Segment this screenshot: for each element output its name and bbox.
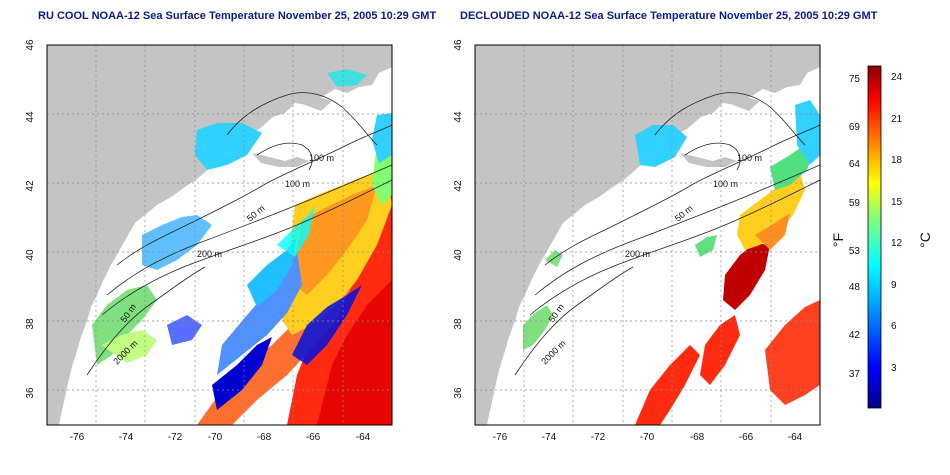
right-lon-tick: -74 bbox=[542, 432, 557, 443]
fahrenheit-tick: 53 bbox=[849, 246, 861, 257]
right-lat-ticks: 46 44 42 40 38 36 bbox=[453, 39, 464, 399]
fahrenheit-tick: 64 bbox=[849, 159, 861, 170]
right-lon-tick: -76 bbox=[493, 432, 508, 443]
left-lat-tick: 40 bbox=[25, 249, 36, 261]
colorbar: 75 69 64 59 53 48 42 37 24 21 18 15 12 9… bbox=[830, 65, 933, 409]
celsius-tick: 24 bbox=[891, 72, 903, 83]
celsius-tick: 12 bbox=[891, 238, 903, 249]
contour-label-100b: 100 m bbox=[285, 179, 310, 189]
right-lat-tick: 44 bbox=[453, 111, 464, 123]
fahrenheit-tick: 59 bbox=[849, 198, 861, 209]
right-lat-tick: 40 bbox=[453, 249, 464, 261]
left-lat-tick: 38 bbox=[25, 318, 36, 330]
celsius-tick: 21 bbox=[891, 114, 903, 125]
contour-label-100b: 100 m bbox=[713, 179, 738, 189]
colorbar-fahrenheit-ticks: 75 69 64 59 53 48 42 37 bbox=[849, 74, 861, 380]
left-lat-tick: 42 bbox=[25, 180, 36, 192]
left-map: 100 m 100 m 50 m 200 m 50 m 2000 m -76 -… bbox=[25, 39, 393, 443]
right-lon-ticks: -76 -74 -72 -70 -68 -66 -64 bbox=[493, 432, 803, 443]
left-lat-tick: 36 bbox=[25, 387, 36, 399]
colorbar-fahrenheit-label: °F bbox=[830, 233, 846, 247]
left-lon-tick: -74 bbox=[119, 432, 134, 443]
celsius-tick: 6 bbox=[891, 321, 897, 332]
left-lon-tick: -68 bbox=[257, 432, 272, 443]
contour-label-200: 200 m bbox=[625, 249, 650, 259]
left-lat-tick: 44 bbox=[25, 111, 36, 123]
fahrenheit-tick: 69 bbox=[849, 122, 861, 133]
left-lon-tick: -72 bbox=[168, 432, 183, 443]
contour-label-200: 200 m bbox=[197, 249, 222, 259]
left-lon-tick: -66 bbox=[306, 432, 321, 443]
fahrenheit-tick: 37 bbox=[849, 369, 861, 380]
right-grid bbox=[475, 44, 820, 425]
colorbar-gradient bbox=[867, 65, 882, 409]
right-lat-tick: 36 bbox=[453, 387, 464, 399]
left-bathymetry-contours bbox=[86, 92, 393, 376]
right-lat-tick: 46 bbox=[453, 39, 464, 51]
right-bathymetry-contours bbox=[514, 92, 821, 376]
celsius-tick: 15 bbox=[891, 197, 903, 208]
colorbar-celsius-label: °C bbox=[917, 232, 933, 248]
left-lon-ticks: -76 -74 -72 -70 -68 -66 -64 bbox=[70, 432, 371, 443]
fahrenheit-tick: 75 bbox=[849, 74, 861, 85]
left-grid bbox=[47, 44, 392, 425]
right-lon-tick: -72 bbox=[591, 432, 606, 443]
celsius-tick: 3 bbox=[891, 363, 897, 374]
left-map-title: RU COOL NOAA-12 Sea Surface Temperature … bbox=[38, 10, 437, 22]
celsius-tick: 9 bbox=[891, 280, 897, 291]
left-lon-tick: -64 bbox=[356, 432, 371, 443]
left-map-frame bbox=[46, 44, 393, 426]
right-lon-tick: -70 bbox=[640, 432, 655, 443]
colorbar-celsius-ticks: 24 21 18 15 12 9 6 3 bbox=[891, 72, 903, 374]
fahrenheit-tick: 48 bbox=[849, 282, 861, 293]
celsius-tick: 18 bbox=[891, 155, 903, 166]
right-lon-tick: -68 bbox=[690, 432, 705, 443]
fahrenheit-tick: 42 bbox=[849, 330, 861, 341]
right-lon-tick: -66 bbox=[739, 432, 754, 443]
contour-label-100a: 100 m bbox=[309, 153, 334, 163]
left-lon-tick: -76 bbox=[70, 432, 85, 443]
right-map-title: DECLOUDED NOAA-12 Sea Surface Temperatur… bbox=[460, 10, 878, 22]
right-lat-tick: 42 bbox=[453, 180, 464, 192]
right-map-frame bbox=[474, 44, 821, 426]
right-lon-tick: -64 bbox=[788, 432, 803, 443]
left-lat-ticks: 46 44 42 40 38 36 bbox=[25, 39, 36, 399]
right-map: 100 m 100 m 50 m 200 m 50 m 2000 m -76 -… bbox=[453, 39, 821, 443]
right-lat-tick: 38 bbox=[453, 318, 464, 330]
contour-label-100a: 100 m bbox=[737, 153, 762, 163]
left-lon-tick: -70 bbox=[208, 432, 223, 443]
left-sst-field bbox=[92, 69, 392, 425]
left-lat-tick: 46 bbox=[25, 39, 36, 51]
